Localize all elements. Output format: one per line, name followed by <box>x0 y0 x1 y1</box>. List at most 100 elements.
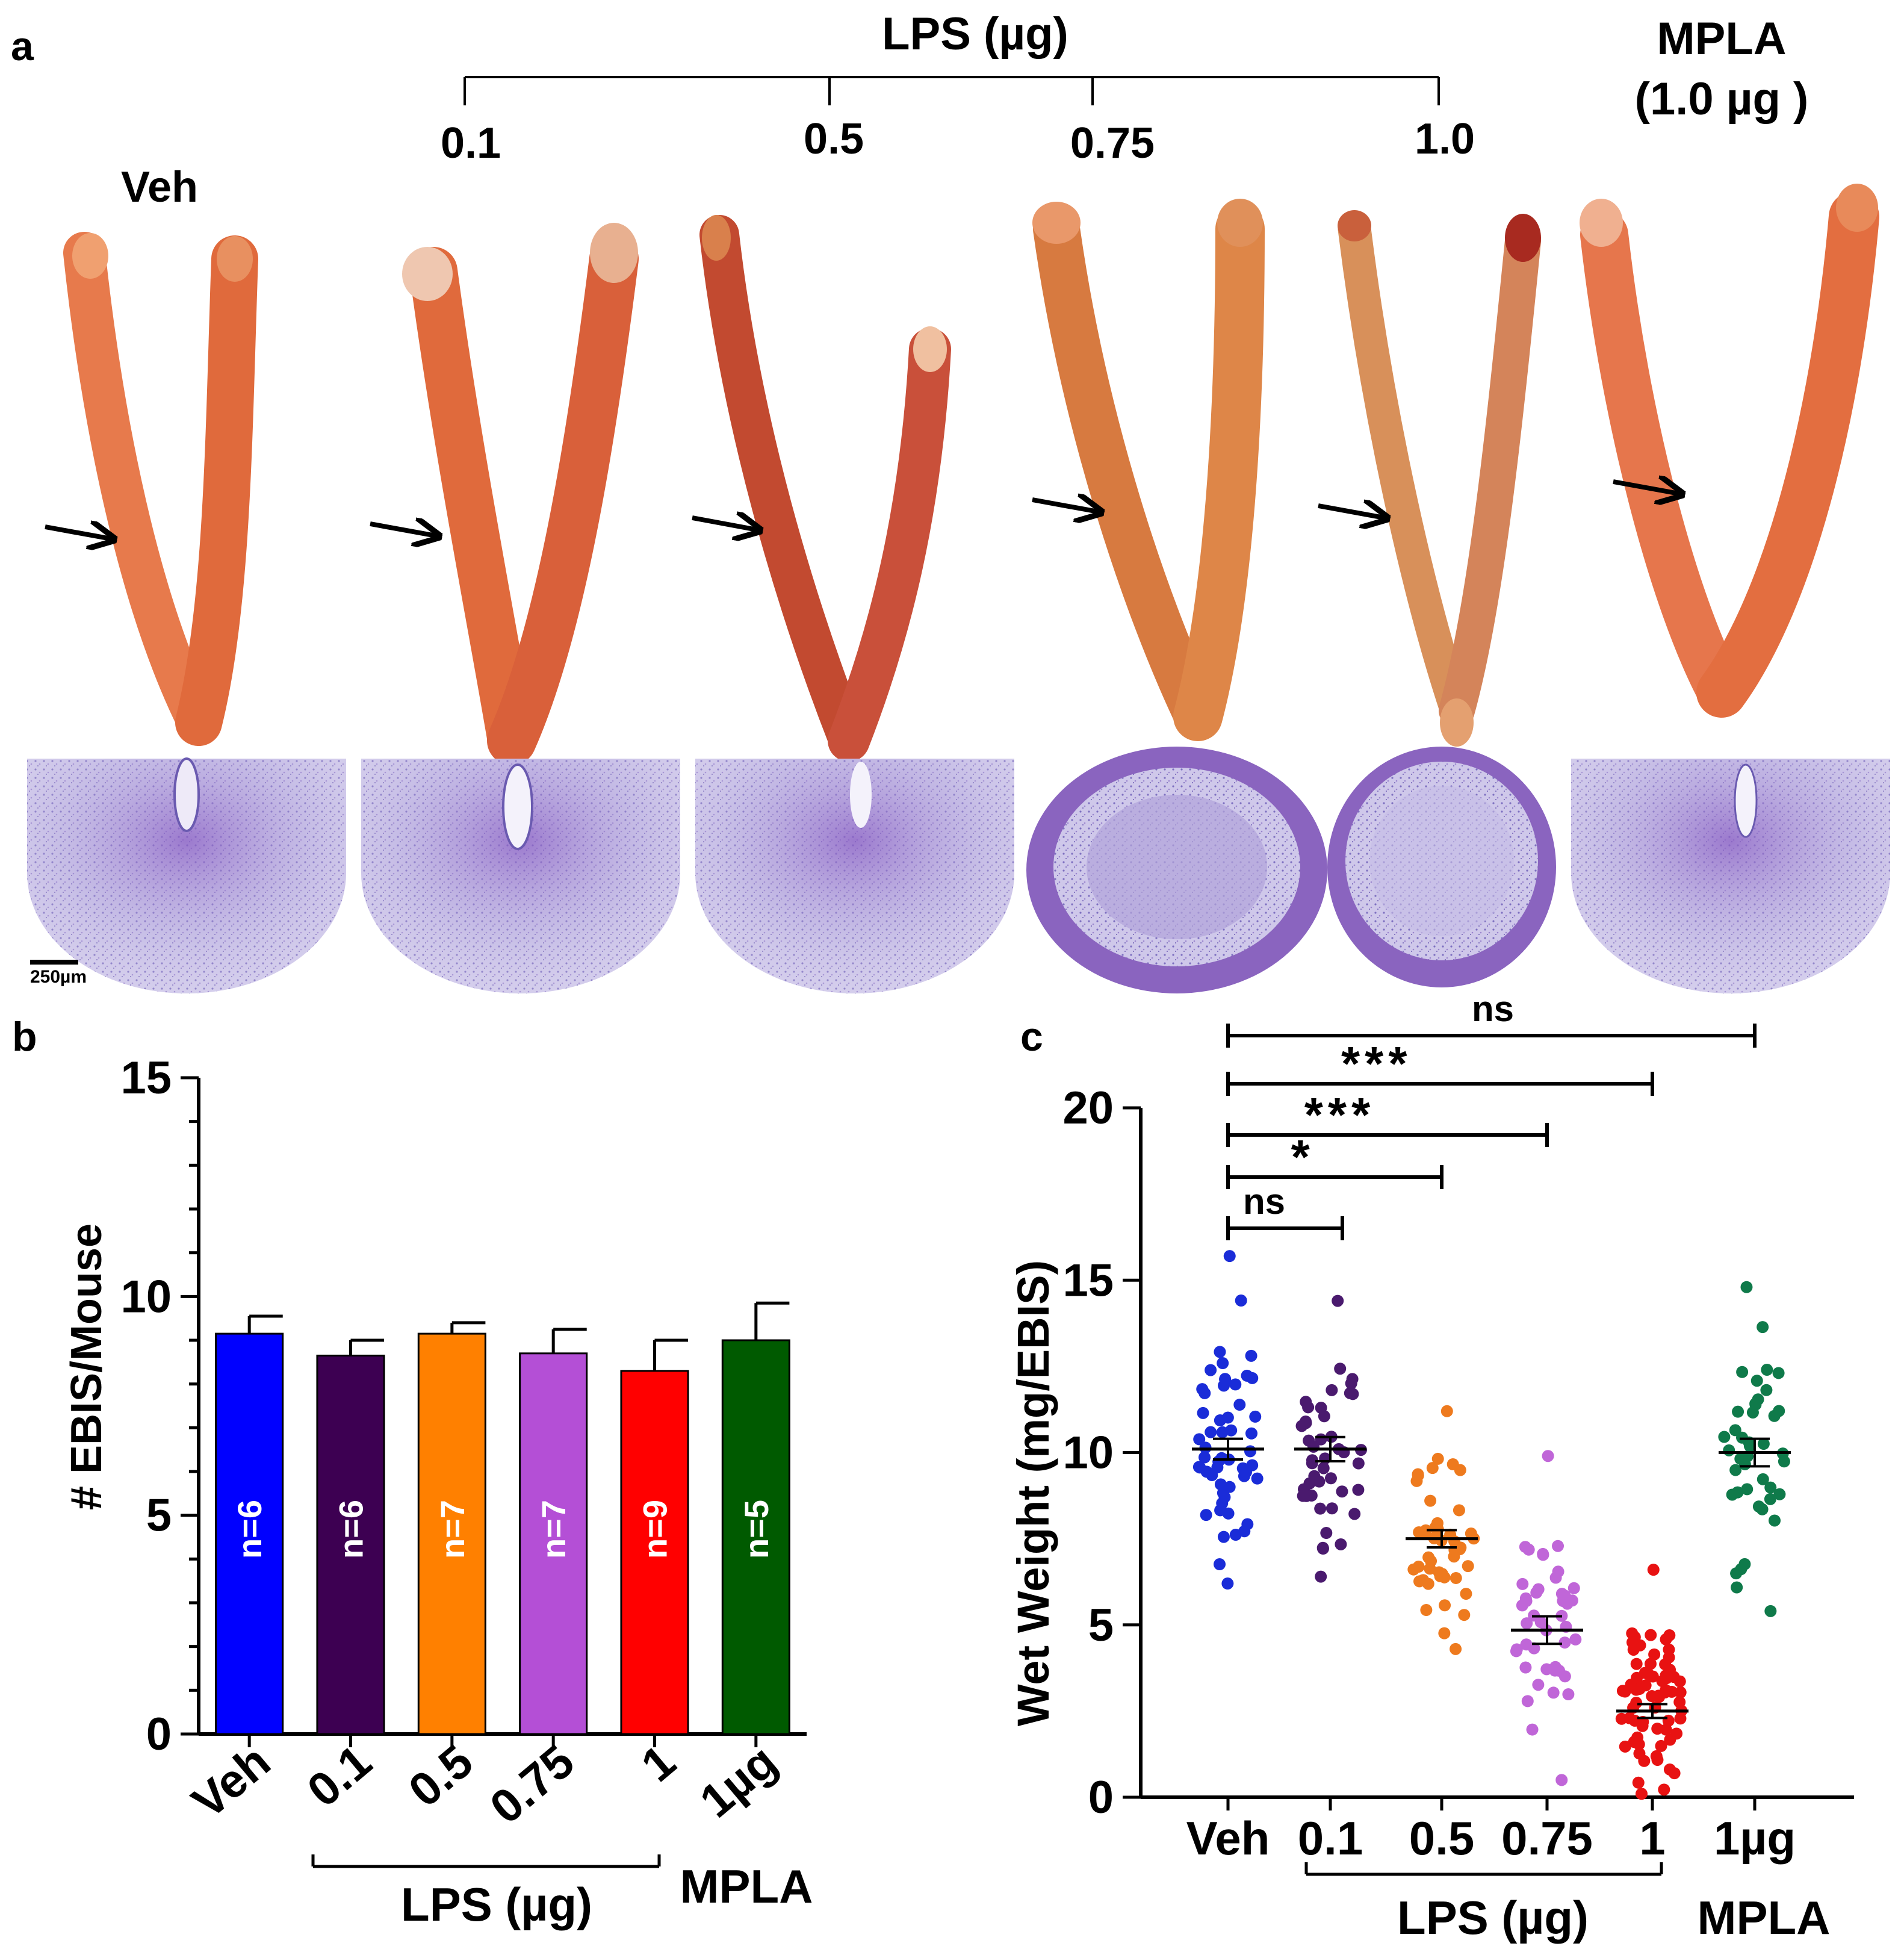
panel-c-point <box>1447 1458 1459 1470</box>
panel-c-point <box>1306 1454 1318 1467</box>
dose-bracket <box>464 76 1440 105</box>
panel-c-point <box>1439 1599 1451 1612</box>
uterus-veh <box>63 232 258 746</box>
panel-c-point <box>1235 1294 1247 1307</box>
panel-c-point <box>1214 1504 1227 1517</box>
panel-c-point <box>1450 1643 1462 1655</box>
panel-c-point <box>1412 1561 1425 1573</box>
panel-c-point <box>1726 1488 1738 1501</box>
panel-c-point <box>1729 1424 1741 1437</box>
panel-b-x-tick-label-4: 1 <box>631 1735 686 1792</box>
panel-c-point <box>1424 1562 1436 1575</box>
panel-c-point <box>1453 1504 1465 1517</box>
panel-b-n-label-5: n=5 <box>737 1500 775 1559</box>
panel-c-point <box>1426 1462 1439 1475</box>
panel-c-point <box>1740 1281 1753 1293</box>
arrow-lps-1-0 <box>1318 506 1385 518</box>
panel-c-point <box>1537 1549 1549 1561</box>
panel-c-sig-label-0: ns <box>1243 1181 1285 1222</box>
panel-c-point <box>1558 1636 1571 1649</box>
panel-c-point <box>1520 1595 1533 1608</box>
panel-c-point <box>1664 1733 1676 1746</box>
panel-c-point <box>1345 1377 1357 1390</box>
veh-label: Veh <box>121 163 198 211</box>
panel-c-point <box>1778 1455 1790 1468</box>
panel-b-bars: n=6 n=6 n=7 n=7 n=9 n=5 <box>215 1301 790 1735</box>
panel-c-y-tick-label-1: 5 <box>1088 1600 1114 1651</box>
panel-c-point <box>1648 1648 1661 1661</box>
panel-c-point <box>1663 1763 1676 1776</box>
uterus-photos <box>63 184 1879 765</box>
panel-c-point <box>1540 1663 1553 1676</box>
uterus-lps-0-75 <box>1032 199 1265 741</box>
panel-c-point <box>1214 1558 1226 1571</box>
panel-a-label: a <box>11 23 34 69</box>
panel-b-bar-4 <box>620 1370 689 1735</box>
panel-c-point <box>1542 1450 1554 1462</box>
panel-c-point <box>1636 1720 1649 1732</box>
panel-b-bar-5 <box>721 1339 790 1735</box>
panel-c-point <box>1532 1679 1545 1691</box>
panel-c-point <box>1561 1597 1574 1610</box>
panel-c-point <box>1352 1484 1365 1496</box>
panel-c-point <box>1332 1294 1344 1307</box>
panel-c-x-ticks: Veh 0.1 0.5 0.75 1 1µg <box>1186 1797 1796 1865</box>
panel-c-point <box>1568 1582 1580 1594</box>
panel-c-point <box>1334 1363 1347 1375</box>
panel-c-y-tick-label-0: 0 <box>1088 1772 1114 1823</box>
panel-c-point <box>1658 1783 1670 1796</box>
panel-c-point <box>1764 1493 1776 1505</box>
panel-c-point <box>1749 1398 1762 1411</box>
panel-b-n-label-2: n=7 <box>433 1500 471 1559</box>
panel-c-point <box>1772 1367 1785 1379</box>
panel-b-y-tick-label-3: 15 <box>120 1052 172 1104</box>
panel-c-point <box>1244 1445 1256 1458</box>
panel-c-point <box>1553 1664 1566 1677</box>
panel-c-point <box>1317 1462 1330 1475</box>
panel-c-y-tick-label-2: 10 <box>1062 1428 1114 1479</box>
panel-c-point <box>1663 1651 1675 1664</box>
panel-c-y-axis-title: Wet Weight (mg/EBIS) <box>1008 1260 1058 1726</box>
panel-c-point <box>1352 1457 1365 1470</box>
panel-c-point <box>1662 1714 1675 1727</box>
panel-c-point <box>1651 1723 1664 1735</box>
panel-c-point <box>1438 1627 1451 1639</box>
panel-c-x-tick-label-1: 0.1 <box>1298 1812 1363 1865</box>
panel-c-point <box>1205 1364 1217 1376</box>
panel-c-point <box>1315 1433 1327 1446</box>
panel-c-point <box>1757 1438 1770 1450</box>
panel-c-lps-group-label: LPS (µg) <box>1397 1891 1589 1944</box>
panel-c-point <box>1217 1531 1230 1543</box>
panel-c-point <box>1303 1477 1316 1490</box>
panel-c-point <box>1314 1502 1327 1515</box>
panel-b-n-label-1: n=6 <box>332 1500 370 1559</box>
panel-c-point <box>1300 1490 1313 1502</box>
panel-c-point <box>1764 1605 1777 1617</box>
panel-c-point <box>1674 1686 1687 1698</box>
panel-c-point <box>1454 1543 1466 1555</box>
panel-c-point <box>1516 1577 1529 1590</box>
panel-c-point <box>1241 1518 1254 1531</box>
panel-b: b # EBIS/Mouse 0 5 10 15 n=6 n=6 n=7 n=7 n=9 n=5… <box>12 1014 813 1931</box>
panel-c-point <box>1219 1373 1232 1385</box>
histology-sections: 250µm <box>27 747 1890 993</box>
panel-b-x-tick-label-0: Veh <box>182 1735 280 1829</box>
panel-c-x-tick-label-0: Veh <box>1186 1812 1270 1865</box>
panel-b-axes: 0 5 10 15 <box>120 1052 807 1760</box>
panel-c-y-tick-label-3: 15 <box>1062 1255 1114 1306</box>
panel-b-n-label-3: n=7 <box>535 1500 572 1559</box>
lps-dose-title: LPS (µg) <box>882 8 1068 60</box>
panel-c-x-tick-label-3: 0.75 <box>1501 1812 1593 1865</box>
panel-c-point <box>1521 1617 1533 1630</box>
panel-c-point <box>1655 1739 1667 1752</box>
panel-c-point <box>1223 1481 1236 1493</box>
panel-a: a LPS (µg) MPLA (1.0 µg ) 0.1 0.5 0.75 1… <box>11 8 1890 993</box>
histology-lps-1-0 <box>1327 747 1556 987</box>
panel-c-point <box>1768 1514 1781 1527</box>
panel-c-point <box>1616 1685 1629 1697</box>
panel-c-point <box>1326 1384 1338 1396</box>
panel-c-point <box>1615 1712 1628 1725</box>
panel-c-point <box>1628 1736 1640 1748</box>
